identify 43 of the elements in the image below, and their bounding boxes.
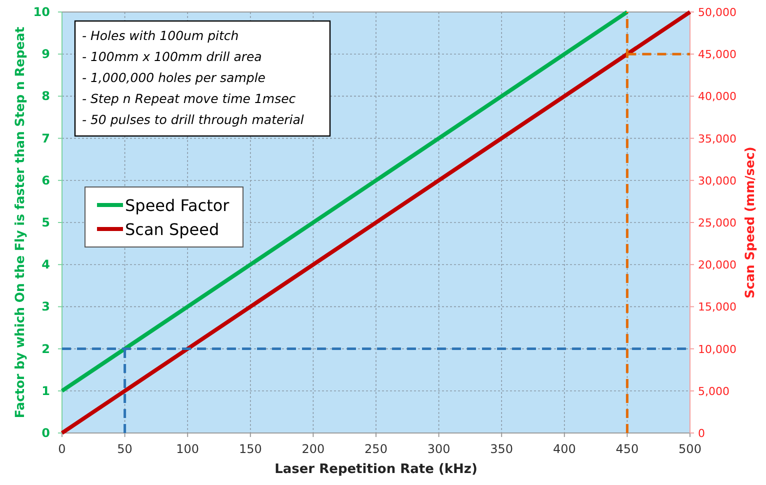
- x-tick-label: 150: [238, 442, 262, 456]
- y-axis-title: Factor by which On the Fly is faster than Step n Repeat: [12, 26, 27, 418]
- y-tick-label: 0: [42, 426, 50, 440]
- x-tick-label: 400: [552, 442, 576, 456]
- y-tick-label: 5: [42, 216, 50, 230]
- annotation: - 50 pulses to drill through material: [82, 112, 304, 127]
- x-tick-label: 100: [176, 442, 200, 456]
- y-tick-label: 8: [42, 89, 50, 104]
- y2-axis-title: Scan Speed (mm/sec): [742, 146, 757, 298]
- x-axis-title: Laser Repetition Rate (kHz): [274, 462, 478, 477]
- y-tick-label: 1: [42, 384, 50, 398]
- annotation: - Step n Repeat move time 1msec: [82, 91, 296, 106]
- x-tick-label: 350: [490, 442, 514, 456]
- x-tick-label: 200: [302, 442, 325, 456]
- y2-tick-label: 45,000: [698, 48, 736, 62]
- y2-tick-label: 20,000: [698, 258, 736, 272]
- annotation: - 100mm x 100mm drill area: [82, 49, 262, 64]
- x-tick-label: 50: [117, 442, 132, 456]
- y2-tick-label: 5,000: [698, 384, 730, 398]
- y-tick-label: 6: [42, 173, 50, 188]
- y2-tick-label: 30,000: [698, 174, 736, 188]
- y-tick-label: 9: [42, 47, 50, 62]
- y-tick-label: 3: [42, 300, 50, 314]
- y2-tick-label: 25,000: [698, 216, 736, 230]
- y-tick-label: 2: [42, 342, 50, 356]
- y2-tick-label: 10,000: [698, 342, 736, 356]
- x-tick-label: 450: [616, 442, 639, 456]
- y-tick-label: 4: [42, 258, 50, 272]
- y2-tick-label: 15,000: [698, 300, 736, 314]
- x-tick-label: 250: [364, 442, 388, 456]
- y2-tick-label: 40,000: [698, 90, 736, 104]
- y-tick-label: 10: [33, 5, 50, 19]
- legend-label: Speed Factor: [125, 196, 230, 215]
- y2-tick-label: 0: [698, 427, 705, 440]
- x-tick-label: 300: [427, 442, 450, 456]
- y2-tick-label: 35,000: [698, 132, 736, 146]
- x-tick-label: 0: [58, 442, 66, 456]
- annotation: - 1,000,000 holes per sample: [82, 70, 266, 85]
- y-tick-label: 7: [42, 131, 50, 146]
- x-tick-label: 500: [678, 442, 702, 456]
- legend-label: Scan Speed: [125, 220, 220, 239]
- annotation: - Holes with 100um pitch: [82, 28, 239, 43]
- y2-tick-label: 50,000: [698, 6, 736, 19]
